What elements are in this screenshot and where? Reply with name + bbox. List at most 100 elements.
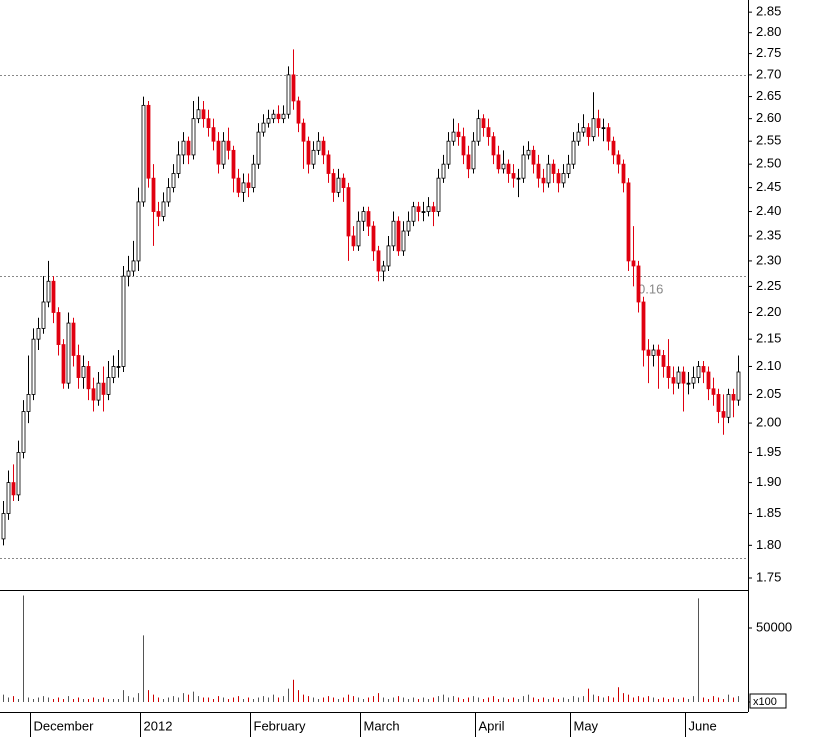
candle-body [591, 118, 596, 138]
candle-body [206, 118, 211, 129]
candle-body [361, 211, 366, 222]
candle-body [141, 104, 146, 203]
y-tick-label: 2.05 [756, 386, 781, 401]
y-tick-label: 2.80 [756, 24, 781, 39]
candle-body [456, 131, 461, 138]
y-tick-label: 1.90 [756, 474, 781, 489]
candle-body [356, 220, 361, 247]
candle-body [286, 74, 291, 115]
candle-body [351, 235, 356, 247]
candle-body [511, 173, 516, 179]
candle-body [306, 140, 311, 165]
candle-body [166, 187, 171, 203]
y-tick-label: 2.70 [756, 66, 781, 81]
candle-body [11, 482, 16, 496]
candle-body [71, 322, 76, 356]
candle-body [76, 355, 81, 378]
candle-body [291, 74, 296, 102]
candle-body [436, 177, 441, 212]
candle-body [661, 355, 666, 367]
candle-body [401, 230, 406, 252]
candle-body [516, 177, 521, 180]
candle-body [341, 177, 346, 189]
candle-body [631, 260, 636, 267]
candle-body [471, 140, 476, 170]
y-tick-label: 2.35 [756, 227, 781, 242]
candle-body [151, 177, 156, 212]
candle-body [691, 377, 696, 384]
candle-body [596, 118, 601, 129]
candle-body [536, 163, 541, 179]
candle-body [101, 382, 106, 395]
candle-body [376, 250, 381, 272]
unit-box [749, 693, 787, 709]
candle-body [586, 127, 591, 138]
candle-body [386, 245, 391, 267]
candle-body [221, 140, 226, 165]
annotation: 0.16 [638, 282, 663, 297]
candle-body [606, 127, 611, 142]
candle-body [371, 225, 376, 252]
y-tick-label: 2.25 [756, 278, 781, 293]
candle-body [721, 411, 726, 418]
candle-body [56, 312, 61, 345]
candle-body [336, 177, 341, 193]
y-tick-label: 2.20 [756, 304, 781, 319]
candle-body [26, 394, 31, 412]
candle-body [296, 100, 301, 124]
candle-body [676, 371, 681, 384]
candle-body [636, 265, 641, 303]
y-tick-label: 2.55 [756, 133, 781, 148]
candle-body [41, 301, 46, 329]
candle-body [541, 177, 546, 184]
x-tick-label: December [34, 718, 95, 733]
x-tick-label: March [364, 718, 400, 733]
y-tick-label: 2.65 [756, 88, 781, 103]
candle-body [136, 201, 141, 262]
candle-body [736, 371, 741, 401]
x-tick-label: May [574, 718, 599, 733]
candle-body [411, 206, 416, 222]
candle-body [366, 211, 371, 227]
candle-body [601, 127, 606, 130]
candle-body [331, 173, 336, 193]
candle-body [476, 118, 481, 142]
candle-body [686, 382, 691, 385]
candle-body [566, 163, 571, 174]
candle-body [31, 338, 36, 395]
candle-body [521, 154, 526, 179]
candle-body [466, 154, 471, 170]
candle-body [146, 104, 151, 179]
y-tick-label: 2.75 [756, 45, 781, 60]
candle-body [616, 154, 621, 165]
candle-body [671, 377, 676, 384]
candle-body [186, 140, 191, 156]
candle-body [106, 377, 111, 395]
candle-body [66, 322, 71, 384]
candle-body [716, 394, 721, 412]
candle-body [571, 140, 576, 165]
candle-body [156, 211, 161, 217]
y-tick-label: 2.30 [756, 252, 781, 267]
candle-body [196, 109, 201, 120]
candle-body [711, 388, 716, 395]
y-tick-label: 1.95 [756, 444, 781, 459]
candle-body [666, 366, 671, 378]
y-tick-label: 1.85 [756, 505, 781, 520]
candle-body [496, 154, 501, 170]
candle-body [191, 118, 196, 156]
candle-body [531, 149, 536, 165]
candle-body [126, 270, 131, 277]
candle-body [61, 344, 66, 384]
y-tick-label: 2.15 [756, 331, 781, 346]
candle-body [486, 127, 491, 138]
candle-body [236, 177, 241, 193]
candle-body [506, 163, 511, 174]
candle-body [381, 265, 386, 272]
candle-body [51, 280, 56, 313]
candle-body [696, 366, 701, 378]
candle-body [231, 149, 236, 179]
x-tick-label: February [254, 718, 307, 733]
candle-body [481, 118, 486, 129]
